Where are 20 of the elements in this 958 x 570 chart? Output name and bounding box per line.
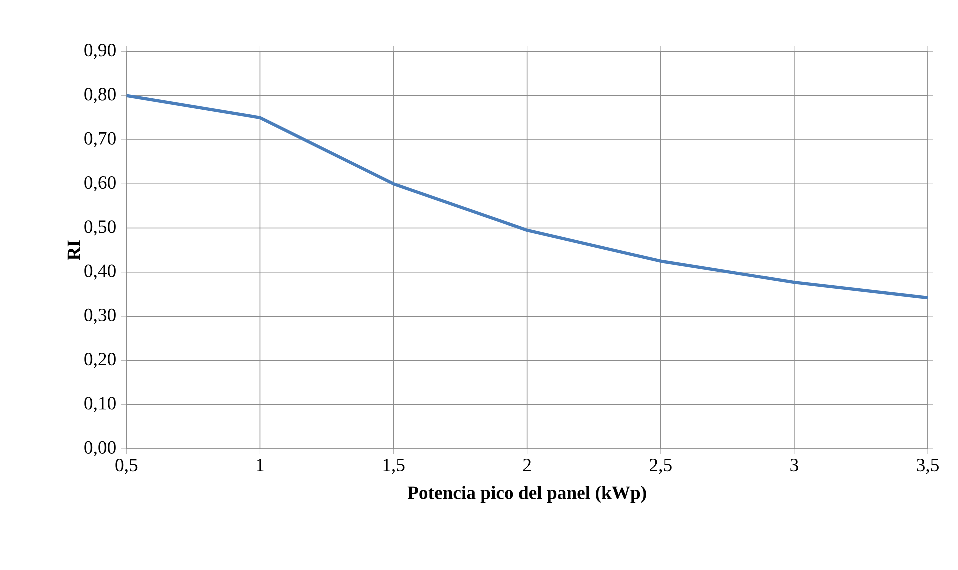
y-axis-title: RI xyxy=(68,240,80,260)
x-tick-label: 3,5 xyxy=(917,459,939,474)
y-tick-label: 0,10 xyxy=(84,397,116,412)
y-tick-label: 0,20 xyxy=(84,353,116,368)
y-tick-label: 0,40 xyxy=(84,264,116,280)
x-tick-label: 2,5 xyxy=(650,459,672,474)
x-axis-title: Potencia pico del panel (kWp) xyxy=(408,486,646,504)
x-tick-label: 3 xyxy=(790,459,798,472)
y-tick-label: 0,60 xyxy=(84,176,116,192)
x-tick-label: 1 xyxy=(257,459,264,472)
y-tick-label: 0,80 xyxy=(84,88,116,104)
x-tick-label: 2 xyxy=(523,459,531,472)
y-tick-label: 0,70 xyxy=(84,132,116,148)
y-tick-label: 0,50 xyxy=(84,220,116,236)
line-series xyxy=(126,94,928,300)
x-tick-label: 0,5 xyxy=(116,459,138,474)
y-tick-label: 0,90 xyxy=(84,44,116,60)
x-tick-label: 1,5 xyxy=(384,459,405,474)
y-tick-label: 0,30 xyxy=(84,308,116,324)
y-tick-label: 0,00 xyxy=(84,441,116,457)
